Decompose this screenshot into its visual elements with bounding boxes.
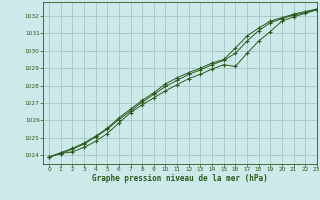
X-axis label: Graphe pression niveau de la mer (hPa): Graphe pression niveau de la mer (hPa) (92, 174, 268, 183)
